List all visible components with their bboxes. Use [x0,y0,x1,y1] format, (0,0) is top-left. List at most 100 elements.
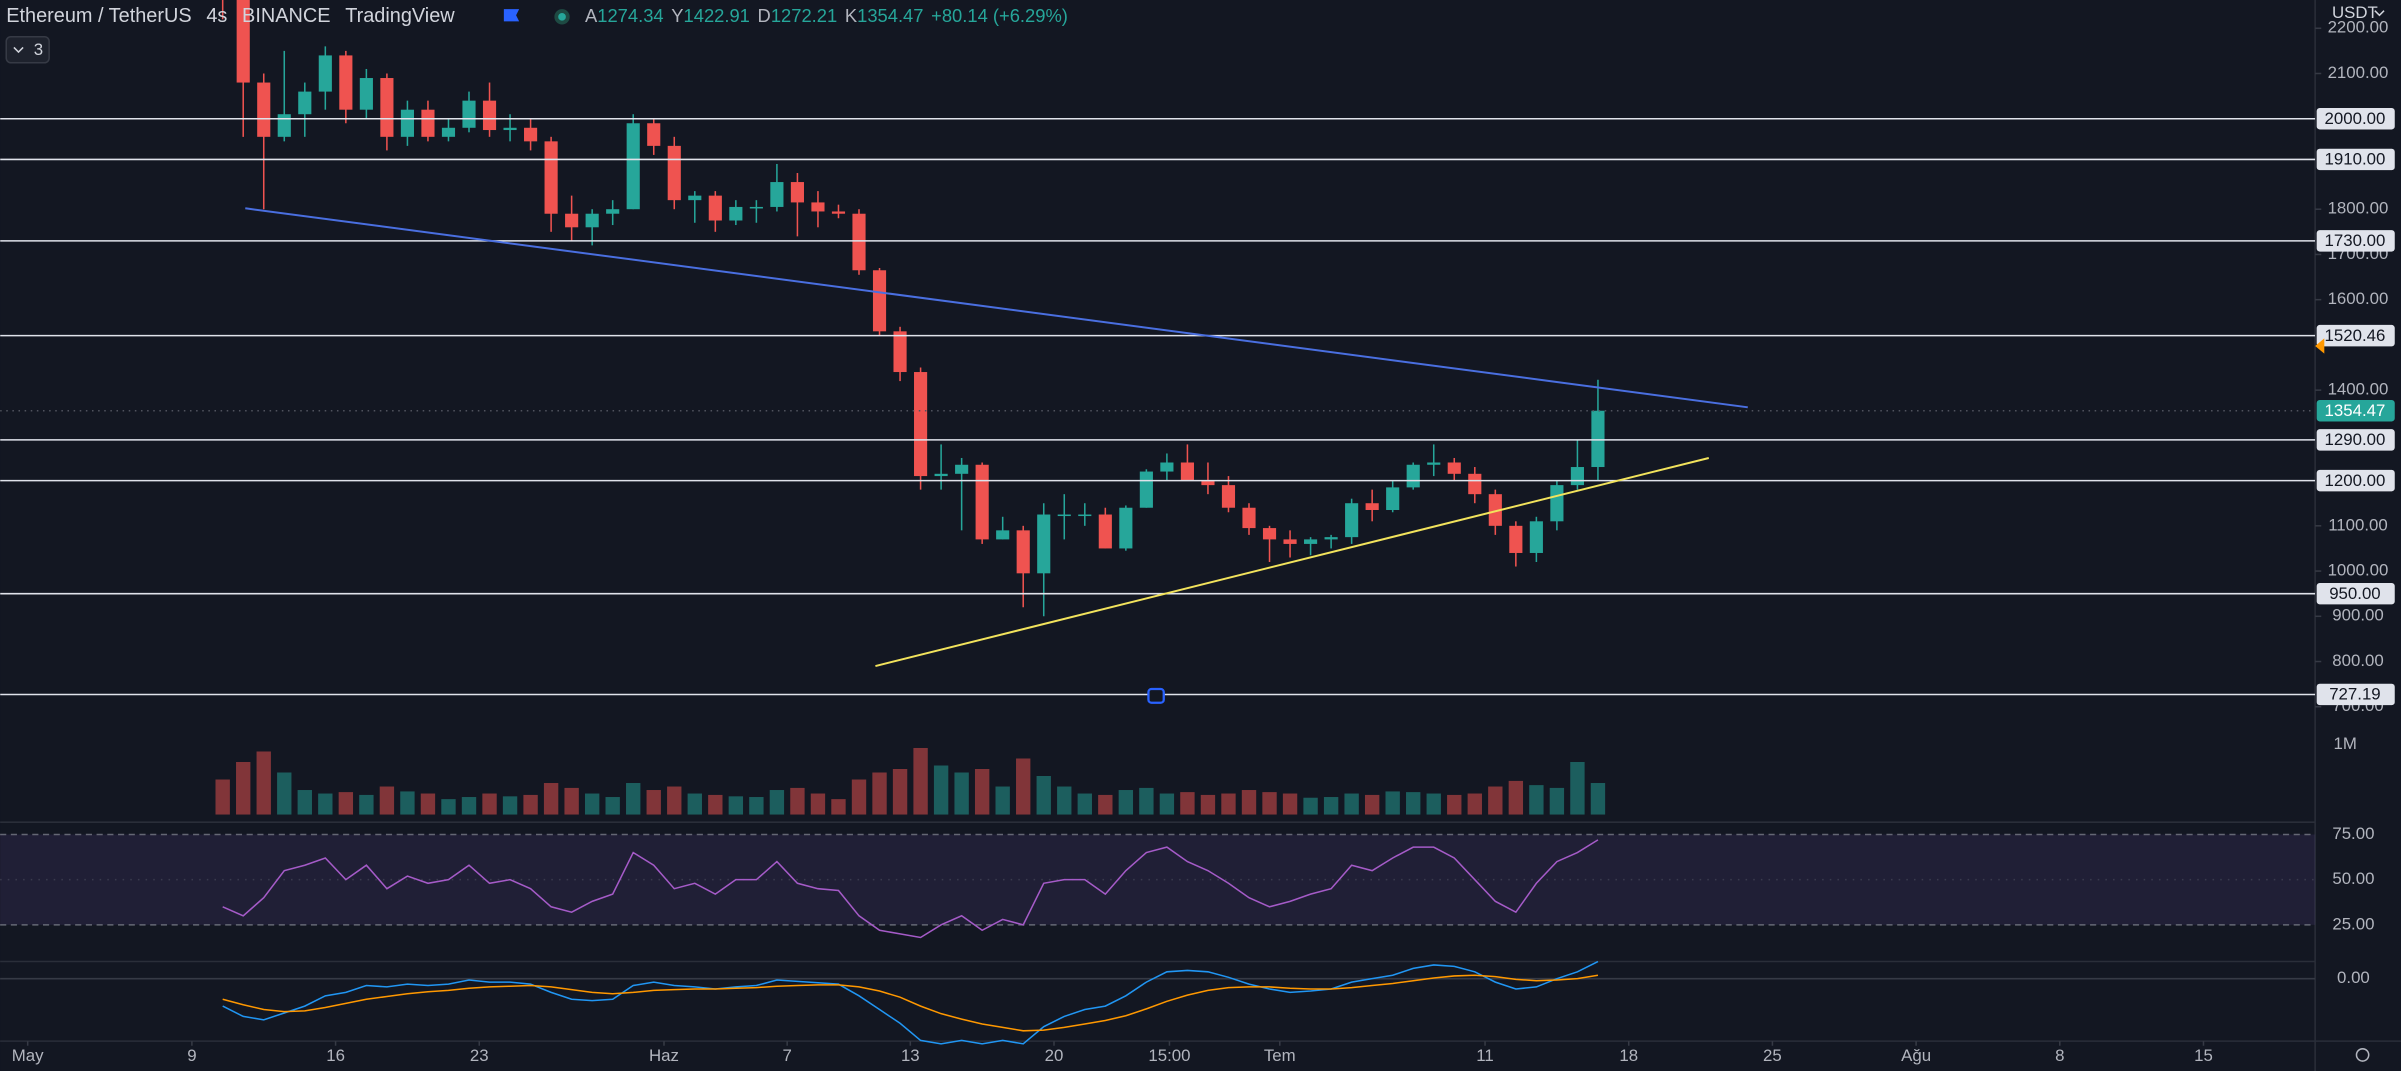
volume-bar [913,747,928,815]
candle-body [1324,537,1338,540]
volume-bar [1077,793,1092,815]
level-label: 1520.46 [2325,326,2386,345]
candle-body [1221,485,1236,508]
x-tick-label: 15:00 [1148,1046,1190,1065]
volume-bar [810,793,826,815]
last-price-box [2316,400,2395,422]
candle-body [1078,514,1092,517]
y-tick-label: 2200.00 [2328,18,2389,37]
drawing-handle[interactable] [1147,687,1165,704]
candle-body [257,82,271,137]
volume-bar [215,779,230,815]
volume-bar [1467,793,1482,815]
x-tick-label: 7 [782,1046,791,1065]
volume-bar [605,797,620,815]
x-tick-label: 13 [901,1046,920,1065]
level-label-box [2316,429,2395,451]
ohlc-label: K [845,5,858,26]
chevron-icon [13,46,24,54]
candle-body [585,213,599,228]
volume-bar [872,772,887,815]
candle-body [975,464,989,540]
rsi-tick-label: 50.00 [2332,869,2374,888]
volume-bar [256,751,271,815]
candle-body [996,530,1010,540]
candle-body [1057,514,1071,517]
x-tick-label: Haz [649,1046,679,1065]
volume-bar [379,786,395,815]
ohlc-value: 1274.34 [597,5,663,26]
volume-bar [790,787,805,815]
flag-icon[interactable] [503,9,520,22]
candle-body [831,211,846,214]
volume-bar [1016,758,1031,815]
volume-bar [1241,790,1257,815]
ohlc-value: 1422.91 [684,5,750,26]
x-tick-label: Ağu [1901,1046,1931,1065]
volume-bar [1344,793,1359,815]
volume-bar [461,797,477,815]
rsi-line [222,839,1599,939]
indicator-toggle[interactable] [5,35,50,64]
x-tick-label: 20 [1045,1046,1064,1065]
volume-bar [564,787,579,815]
volume-bar [420,793,436,815]
volume-bar [995,786,1010,815]
candle-body [790,182,804,203]
volume-bar [1447,794,1462,815]
level-label: 950.00 [2329,584,2380,603]
ohlc-label: D [758,5,771,26]
volume-bar [1529,785,1544,815]
candle-body [1468,473,1482,495]
level-label: 1290.00 [2325,430,2386,449]
candle-body [1098,514,1112,549]
exchange: BINANCE [242,5,330,27]
volume-bar [1488,786,1503,815]
candle-body [647,123,661,146]
volume-bar [954,772,969,815]
candle-body [852,213,866,271]
x-tick-label: 18 [1619,1046,1638,1065]
candle-body [872,270,887,332]
volume-bar [667,786,682,815]
alert-marker [2315,338,2325,354]
volume-bar [543,783,559,815]
candle-body [1386,487,1400,510]
candle-body [565,213,579,228]
trendline [875,457,1710,668]
candle-body [1365,503,1379,510]
candle-body [688,195,702,201]
y-tick-label: 1400.00 [2328,380,2389,399]
x-tick-label: 8 [2055,1046,2064,1065]
volume-bar [1057,786,1072,815]
level-label-box [2316,148,2395,171]
y-tick-label: 800.00 [2332,651,2383,670]
candle-body [236,0,250,83]
candle-body [277,114,291,137]
candle-body [1119,507,1133,549]
candle-body [1488,494,1502,526]
candle-body [1180,462,1194,481]
candle-body [729,206,743,221]
volume-bar [1570,761,1585,815]
candle-body [359,78,373,110]
volume-bar [1221,793,1236,815]
ohlc-header: A1274.34 Y1422.91 D1272.21 K1354.47 +80.14 (… [585,5,1068,26]
x-tick-label: 25 [1763,1046,1782,1065]
x-tick-label: 23 [470,1046,489,1065]
indicator-panes [0,747,2316,1045]
candle-body [1529,521,1543,553]
volume-bar [1098,794,1113,815]
candle-body [1591,410,1605,468]
currency[interactable]: USDT [2332,3,2378,22]
candle-body [1037,514,1051,574]
candle-body [1406,464,1420,488]
x-tick-label: Tem [1264,1046,1296,1065]
volume-bar [1590,783,1606,815]
candle-body [318,55,332,92]
volume-bar [523,794,538,815]
volume-bar [1262,792,1277,815]
settings-icon[interactable] [2355,1048,2370,1062]
